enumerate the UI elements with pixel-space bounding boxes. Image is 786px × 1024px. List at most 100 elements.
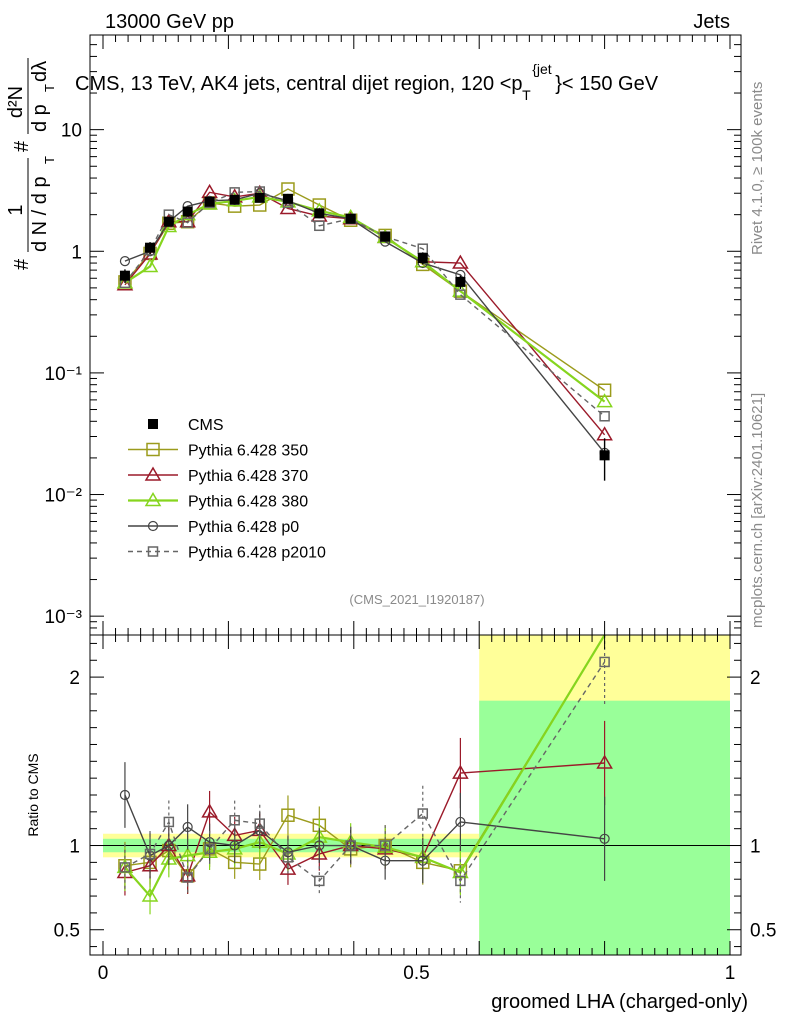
marker-p370 xyxy=(116,276,134,291)
marker-p2010 xyxy=(314,220,325,232)
ratio-marker-p0 xyxy=(163,840,174,851)
ratio-ytick-label-right: 0.5 xyxy=(750,921,776,942)
mcplots-label: mcplots.cern.ch [arXiv:2401.10621] xyxy=(749,393,766,628)
main-ytick-label: 10⁻² xyxy=(45,486,83,507)
marker-cms xyxy=(145,242,156,253)
ratio-marker-p2010 xyxy=(599,656,610,668)
marker-p380 xyxy=(141,257,159,273)
ratio-marker-p370 xyxy=(201,803,218,818)
main-ytick-label: 10 xyxy=(61,121,82,142)
ratio-marker-p2010 xyxy=(163,816,175,828)
ylabel-one: 1 xyxy=(5,204,27,215)
ratio-ytick-label-left: 2 xyxy=(69,668,80,689)
ratio-marker-p0 xyxy=(455,816,466,828)
legend-label-p0: Pythia 6.428 p0 xyxy=(188,519,299,536)
ratio-marker-p2010 xyxy=(119,862,131,873)
title-pre: CMS, 13 TeV, AK4 jets, central dijet reg… xyxy=(75,73,523,95)
ratio-marker-p0 xyxy=(229,840,240,851)
main-panel: 10⁻³ 10⁻² 10⁻¹ 1 10 (CMS_2021_I1920187) CMS,… xyxy=(45,34,742,636)
ratio-x-axis: 0 0.5 1 xyxy=(98,635,735,984)
legend-label-p2010: Pythia 6.428 p2010 xyxy=(188,545,326,562)
x-axis-label: groomed LHA (charged-only) xyxy=(491,991,748,1013)
ratio-line-p2010 xyxy=(124,661,606,883)
ylabel-hash-1: # xyxy=(11,258,33,270)
marker-cms xyxy=(119,270,130,281)
ratio-panel: 0.5 0.5 1 1 2 2 0 0.5 1 Ratio to CMS groomed LH… xyxy=(25,634,776,1013)
ratio-marker-p0 xyxy=(417,855,428,866)
legend: CMS Pythia 6.428 350 Pythia 6.428 370 Pythi… xyxy=(128,417,326,562)
header-right: Jets xyxy=(693,11,730,33)
ratio-ytick-label-left: 0.5 xyxy=(54,921,80,942)
ratio-ylabel: Ratio to CMS xyxy=(25,753,41,836)
ratio-marker-p350 xyxy=(281,808,295,822)
ratio-ytick-label-right: 1 xyxy=(750,837,761,858)
main-x-ticks xyxy=(102,35,731,635)
main-title: CMS, 13 TeV, AK4 jets, central dijet reg… xyxy=(75,57,659,105)
ratio-ytick-label-right: 2 xyxy=(750,668,761,689)
ratio-marker-p2010 xyxy=(254,818,265,829)
title-sub: T xyxy=(522,87,531,103)
marker-p350 xyxy=(597,383,612,398)
series-line-p350 xyxy=(124,188,605,391)
marker-p370 xyxy=(452,254,469,269)
ratio-marker-p370 xyxy=(179,867,196,882)
ratio-marker-p2010 xyxy=(229,815,240,826)
ylabel-hash-2: # xyxy=(11,140,33,152)
header-left: 13000 GeV pp xyxy=(105,11,234,33)
main-series-layer xyxy=(116,182,613,481)
marker-cms xyxy=(314,208,325,219)
title-sup: {jet xyxy=(532,61,552,77)
ylabel-t2: T xyxy=(42,84,57,92)
legend-marker-p350 xyxy=(146,442,160,457)
ratio-ytick-label-left: 1 xyxy=(69,837,80,858)
legend-marker-p2010 xyxy=(147,546,159,557)
ratio-marker-p380 xyxy=(141,887,159,902)
legend-marker-cms xyxy=(148,419,158,429)
ratio-marker-p370 xyxy=(452,764,469,779)
legend-label-p380: Pythia 6.428 380 xyxy=(188,494,308,511)
ylabel-t1: T xyxy=(42,156,57,164)
ratio-marker-p2010 xyxy=(345,840,356,851)
ratio-marker-p0 xyxy=(182,821,193,833)
ratio-xtick-label: 0.5 xyxy=(403,963,429,984)
ratio-series-layer xyxy=(116,634,613,915)
ratio-marker-p0 xyxy=(314,840,325,851)
ratio-marker-p2010 xyxy=(455,875,466,887)
marker-p380 xyxy=(596,393,613,408)
marker-cms xyxy=(229,194,240,205)
ylabel-d2n: d²N xyxy=(5,86,27,118)
marker-cms xyxy=(380,231,391,242)
main-y-axis: 10⁻³ 10⁻² 10⁻¹ 1 10 xyxy=(45,34,741,636)
marker-cms xyxy=(163,216,174,227)
marker-p2010 xyxy=(455,289,466,300)
legend-marker-p370 xyxy=(144,466,162,481)
main-ytick-label: 1 xyxy=(71,242,82,263)
ratio-marker-p2010 xyxy=(379,840,391,851)
legend-marker-p0 xyxy=(147,520,159,532)
analysis-id: (CMS_2021_I1920187) xyxy=(349,592,484,607)
marker-cms xyxy=(254,192,265,203)
ratio-marker-p2010 xyxy=(417,808,429,819)
marker-cms xyxy=(204,196,215,207)
ratio-bands xyxy=(90,635,741,955)
ylabel-lambda: dλ xyxy=(29,61,51,82)
ratio-xtick-label: 0 xyxy=(98,963,109,984)
marker-cms xyxy=(417,253,428,264)
ratio-marker-p370 xyxy=(279,860,297,875)
ratio-marker-p370 xyxy=(596,754,613,769)
ratio-marker-p2010 xyxy=(282,852,294,863)
ratio-marker-p0 xyxy=(119,789,131,801)
marker-cms xyxy=(599,450,610,461)
marker-cms xyxy=(345,213,356,224)
main-ylabel: # 1 d N / d p T # d²N d p T dλ xyxy=(5,58,57,270)
series-line-p2010 xyxy=(124,190,606,417)
ylabel-dn: d N / d p xyxy=(29,176,51,252)
ylabel-dp: d p xyxy=(29,104,51,132)
ratio-y-axis: 0.5 0.5 1 1 2 2 xyxy=(54,642,776,948)
ratio-marker-p2010 xyxy=(144,848,156,860)
marker-p0 xyxy=(119,256,131,267)
legend-marker-p380 xyxy=(144,492,162,507)
ratio-marker-p0 xyxy=(599,833,610,844)
legend-label-p370: Pythia 6.428 370 xyxy=(188,468,308,485)
